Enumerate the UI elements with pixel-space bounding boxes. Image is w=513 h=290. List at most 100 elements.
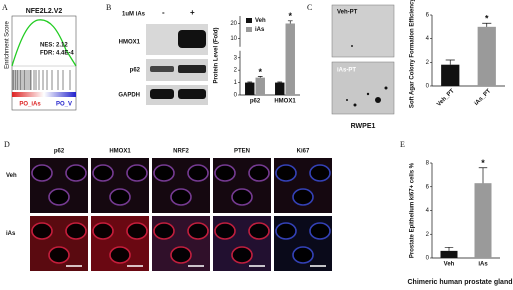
gsea-frame	[11, 15, 77, 111]
gland	[231, 188, 253, 206]
legend-swatch	[246, 18, 252, 23]
y-tick-label: 4	[426, 36, 430, 42]
y-tick-label: 3	[234, 55, 238, 61]
x-axis-label: Chimeric human prostate gland	[407, 279, 512, 286]
colony-image	[331, 4, 395, 58]
y-tick-label: 10	[230, 36, 237, 42]
panel-label: A	[2, 3, 8, 12]
x-tick-label: Veh_PT	[436, 88, 456, 108]
y-tick-label: 4	[426, 208, 430, 214]
gland	[309, 164, 331, 182]
x-tick-label: iAs_PT	[474, 88, 493, 107]
barcode	[12, 70, 71, 90]
error-bar	[277, 81, 283, 83]
protein-label: GAPDH	[118, 93, 140, 99]
gland	[31, 164, 53, 182]
y-tick-label: 8	[426, 161, 430, 167]
y-tick-label: 0	[426, 256, 430, 262]
error-bar	[445, 59, 455, 65]
gland	[92, 222, 114, 240]
x-tick-label: iAs	[478, 262, 488, 268]
enrichment-curve	[11, 19, 77, 67]
error-bar	[247, 81, 253, 83]
treatment-plus: +	[190, 8, 195, 17]
y-tick-label: 2	[426, 60, 430, 66]
bar	[477, 26, 496, 86]
gsea-right-label: PO_V	[56, 102, 72, 108]
gland	[187, 164, 209, 182]
legend-label: iAs	[255, 27, 265, 33]
panel-label: B	[106, 3, 111, 12]
gland	[214, 164, 236, 182]
legend-swatch	[246, 27, 252, 32]
gsea-ylabel: Enrichment Score	[5, 20, 11, 68]
gland	[309, 222, 331, 240]
gsea-nes: NES: 2.12	[40, 43, 68, 49]
image-caption: RWPE1	[351, 123, 376, 130]
gland	[65, 222, 87, 240]
colony-image	[331, 61, 395, 115]
y-tick-label: 1	[234, 80, 238, 86]
blot-band	[178, 89, 206, 99]
column-label: HMOX1	[109, 149, 131, 155]
error-bar	[287, 20, 293, 24]
significance: *	[288, 11, 292, 21]
blot-band	[178, 30, 206, 48]
treatment-label: 1uM iAs	[122, 12, 146, 18]
gland	[214, 222, 236, 240]
row-label: Veh	[6, 173, 17, 179]
blot-band	[150, 89, 174, 99]
blot-band	[150, 66, 174, 72]
y-axis-label: Protein Level (Fold)	[214, 27, 220, 83]
y-tick-label: 20	[230, 21, 237, 27]
gland	[275, 222, 297, 240]
column-label: NRF2	[173, 149, 189, 155]
bar	[285, 23, 295, 96]
error-bar	[482, 22, 492, 27]
gland	[153, 164, 175, 182]
image-label: Veh-PT	[337, 10, 358, 16]
x-tick-label: p62	[250, 99, 261, 105]
gland	[248, 164, 270, 182]
gland	[275, 164, 297, 182]
legend-label: Veh	[255, 18, 266, 24]
gland	[126, 164, 148, 182]
bar	[474, 183, 492, 258]
panel-label: C	[307, 3, 312, 12]
x-tick-label: HMOX1	[274, 99, 296, 105]
panel-label: D	[4, 140, 10, 149]
rank-gradient	[12, 92, 76, 97]
y-axis-label: Prostate Epithelium ki67+ cells %	[410, 162, 416, 258]
y-tick-label: 2	[426, 232, 430, 238]
error-bar	[444, 246, 454, 251]
bar	[275, 82, 285, 95]
gland	[48, 246, 70, 264]
y-tick-label: 0	[426, 84, 430, 90]
bar	[245, 82, 255, 95]
y-tick-label: 6	[426, 184, 430, 190]
bar	[440, 250, 458, 258]
gland	[292, 188, 314, 206]
gsea-fdr: FDR: 4.4E-4	[40, 51, 74, 57]
protein-label: HMOX1	[119, 40, 141, 46]
gland	[48, 188, 70, 206]
blot-band	[178, 65, 206, 73]
image-label: iAs-PT	[337, 68, 356, 74]
column-label: Ki67	[297, 149, 310, 155]
y-tick-label: 2	[234, 68, 238, 74]
column-label: PTEN	[234, 149, 250, 155]
y-axis-label: Soft Agar Colony Formation Efficiency%	[410, 0, 416, 108]
significance: *	[485, 14, 489, 24]
colony	[351, 45, 353, 47]
significance: *	[481, 158, 485, 168]
blot	[146, 59, 208, 81]
row-label: iAs	[6, 231, 16, 237]
microscopy-grid: p62 HMOX1 NRF2 PTEN Ki67 Veh iAs	[6, 149, 332, 271]
y-tick-label: 6	[426, 13, 430, 19]
gland	[187, 222, 209, 240]
significance: *	[258, 67, 262, 77]
gland	[31, 222, 53, 240]
gland	[170, 188, 192, 206]
